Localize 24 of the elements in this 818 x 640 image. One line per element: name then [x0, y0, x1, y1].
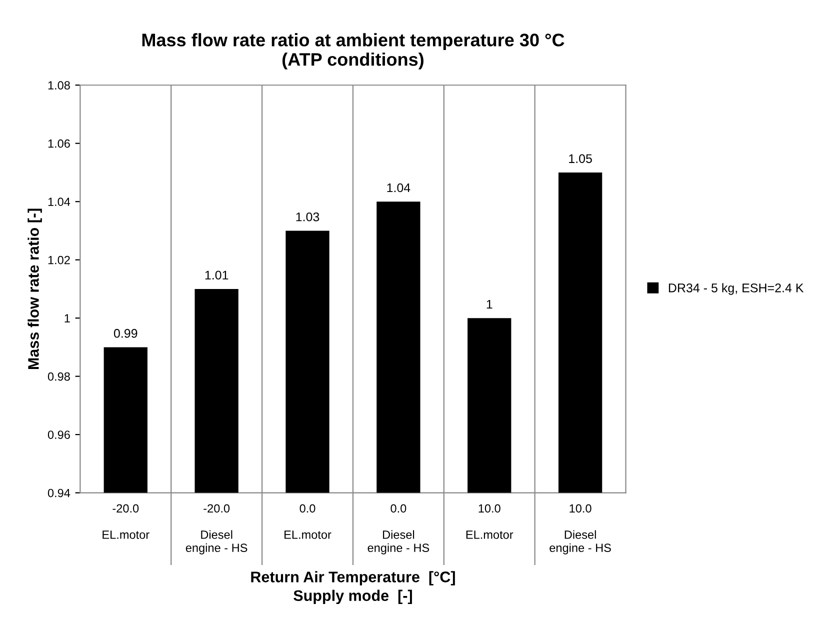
y-tick-label: 1.04: [48, 198, 70, 206]
y-tick-label: 1.02: [48, 256, 70, 264]
data-label: 0.99: [114, 328, 138, 338]
data-label: 1: [486, 300, 492, 309]
y-tick-label: 0.94: [48, 488, 70, 498]
x-axis-title: Return Air Temperature [°C] Supply mode [-]: [251, 571, 455, 604]
category-label: 0.0 EL.motor: [284, 504, 332, 539]
category-label: 10.0 EL.motor: [466, 504, 514, 539]
y-tick-label: 0.96: [48, 430, 70, 439]
data-label: 1.04: [387, 183, 410, 192]
legend-label: DR34 - 5 kg, ESH=2.4 K: [668, 283, 804, 295]
category-label: 0.0 Diesel engine - HS: [368, 504, 430, 554]
category-label: -20.0 EL.motor: [102, 504, 150, 539]
data-label: 1.01: [205, 270, 228, 280]
y-tick-label: 1.08: [48, 81, 70, 90]
data-label: 1.05: [569, 154, 592, 164]
data-label: 1.03: [296, 212, 320, 222]
y-tick-label: 1: [64, 314, 70, 322]
category-label: 10.0 Diesel engine - HS: [550, 504, 611, 554]
chart-title: Mass flow rate ratio at ambient temperature 30 °C (ATP conditions): [142, 33, 564, 70]
category-label: -20.0 Diesel engine - HS: [186, 504, 248, 554]
y-tick-label: 1.06: [48, 139, 70, 148]
y-tick-label: 0.98: [48, 372, 70, 381]
y-axis-title: Mass flow rate ratio [-]: [28, 208, 42, 369]
